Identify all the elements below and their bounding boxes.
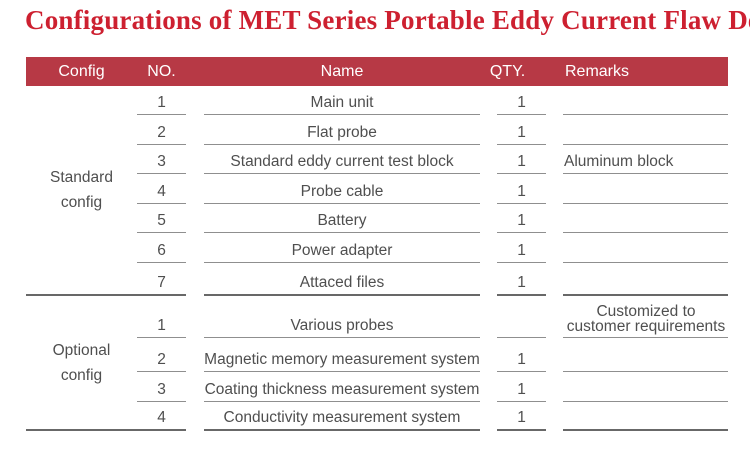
configurations-table: Config NO. Name QTY. Remarks Standard co… [26,57,728,431]
header-config: Config [58,62,105,80]
config-group-label-text: Optional config [52,341,111,384]
item-name-cell: Magnetic memory measurement system [204,338,480,372]
quantity-cell: 1 [497,402,546,431]
table-header-row: Config NO. Name QTY. Remarks [26,57,728,86]
quantity-cell: 1 [497,204,546,233]
quantity-cell: 1 [497,233,546,263]
quantity-cell: 1 [497,372,546,402]
remarks-cell [563,338,728,372]
row-number-cell: 1 [137,86,186,115]
item-name-cell: Coating thickness measurement system [204,372,480,402]
quantity-cell: 1 [497,338,546,372]
item-name-cell: Conductivity measurement system [204,402,480,431]
remarks-cell [563,86,728,115]
remarks-cell [563,372,728,402]
item-name-cell: Various probes [204,296,480,338]
row-number-cell: 6 [137,233,186,263]
item-name-cell: Probe cable [204,174,480,204]
table-section: Standard config 1 Main unit 1 2 Flat probe 1 3 S… [26,86,728,296]
quantity-cell: 1 [497,174,546,204]
remarks-cell [563,263,728,296]
row-number-cell: 4 [137,174,186,204]
header-remarks: Remarks [565,62,630,80]
remarks-cell [563,174,728,204]
table-body: Standard config 1 Main unit 1 2 Flat probe 1 3 S… [26,86,728,431]
row-number-cell: 1 [137,296,186,338]
item-name-cell: Battery [204,204,480,233]
config-group-label-text: Standard config [50,169,113,211]
header-no: NO. [147,62,176,80]
table-section: Optional config 1 Various probes Customized… [26,296,728,431]
row-number-cell: 2 [137,338,186,372]
remarks-cell [563,204,728,233]
page-title: Configurations of MET Series Portable Ed… [25,5,750,35]
remarks-cell: Customized to customer requirements [563,296,728,338]
item-name-cell: Standard eddy current test block [204,145,480,174]
quantity-cell: 1 [497,86,546,115]
header-qty: QTY. [489,62,526,80]
row-number-cell: 5 [137,204,186,233]
row-number-cell: 3 [137,145,186,174]
remarks-cell: Aluminum block [563,145,728,174]
item-name-cell: Power adapter [204,233,480,263]
remarks-cell [563,115,728,145]
quantity-cell: 1 [497,115,546,145]
quantity-cell: 1 [497,145,546,174]
item-name-cell: Flat probe [204,115,480,145]
item-name-cell: Attaced files [204,263,480,296]
row-number-cell: 2 [137,115,186,145]
row-number-cell: 4 [137,402,186,431]
item-name-cell: Main unit [204,86,480,115]
config-group-label: Standard config [26,86,137,296]
row-number-cell: 3 [137,372,186,402]
quantity-cell: 1 [497,263,546,296]
row-number-cell: 7 [137,263,186,296]
remarks-cell [563,402,728,431]
config-group-label: Optional config [26,296,137,431]
remarks-cell [563,233,728,263]
quantity-cell [497,296,546,338]
header-name: Name [320,62,364,80]
